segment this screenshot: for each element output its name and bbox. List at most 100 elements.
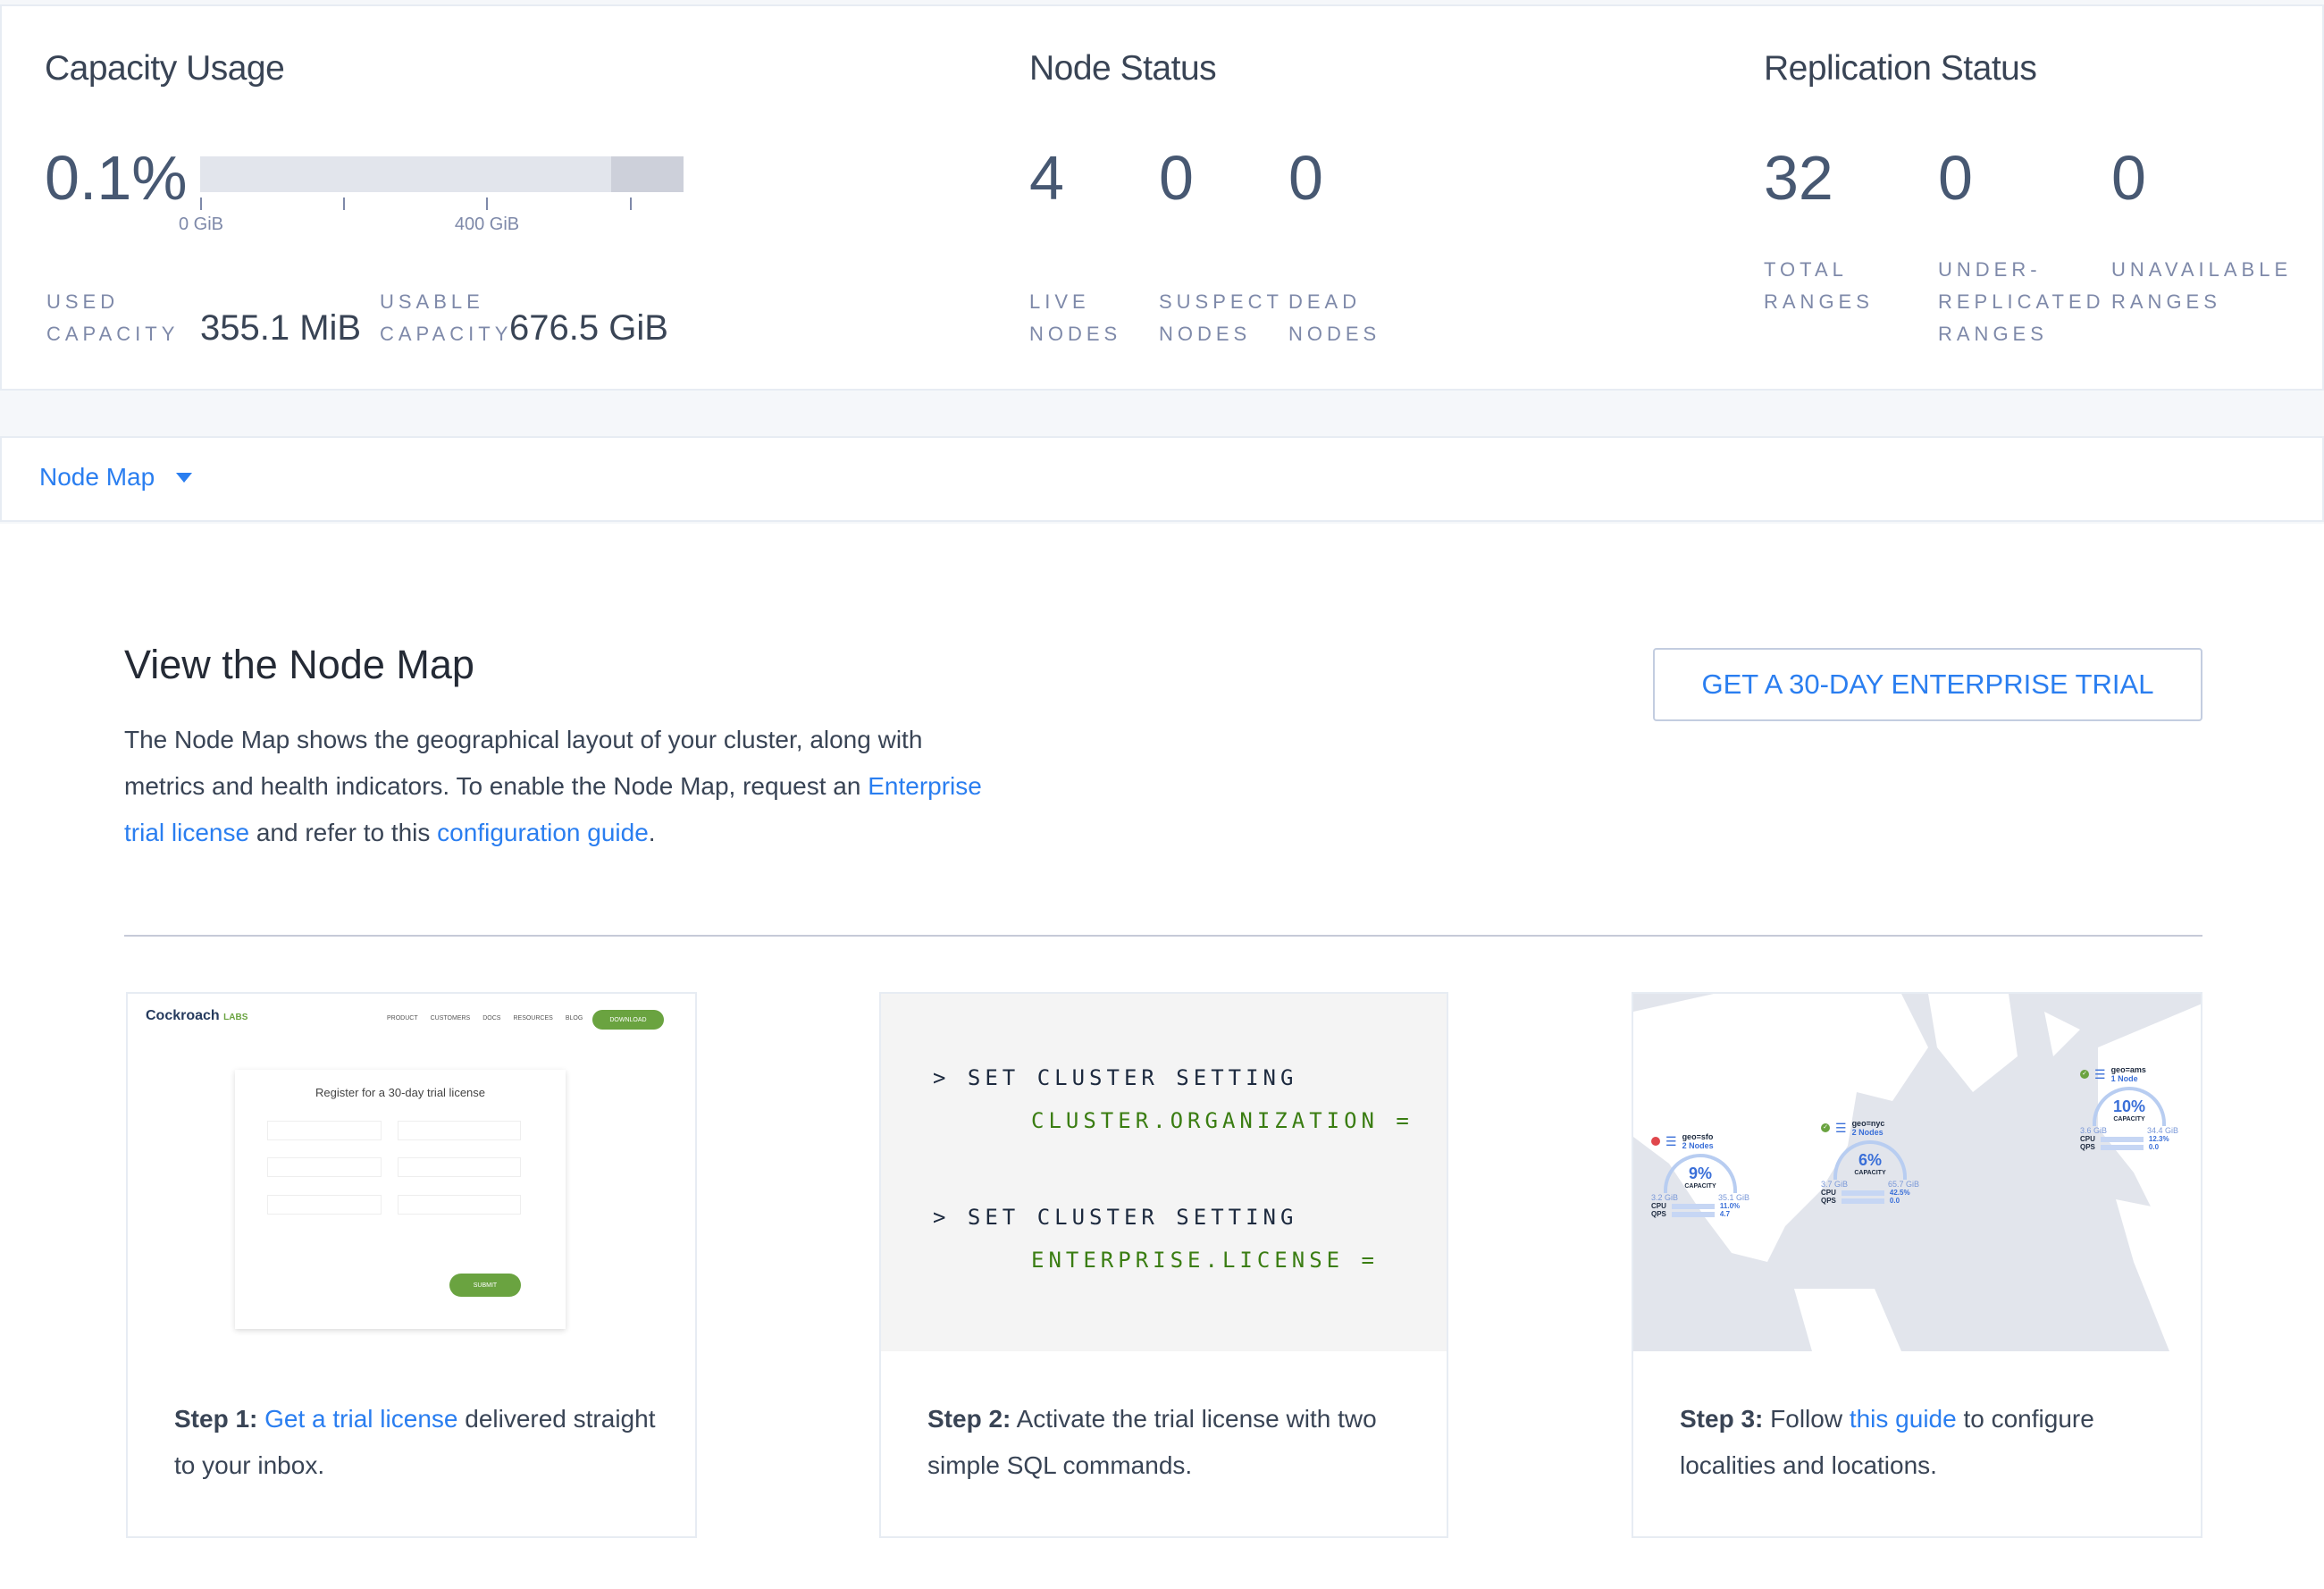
caret-down-icon <box>176 472 193 483</box>
promo-text: and refer to this <box>249 819 438 846</box>
locality-name: geo=ams <box>2110 1065 2146 1074</box>
summary-panel: Capacity Usage 0.1% 0 GiB 400 GiB USED CA… <box>0 4 2324 391</box>
cpu-sparkline <box>1841 1190 1884 1196</box>
database-icon: ☰ <box>1835 1120 1847 1135</box>
qps-sparkline <box>1841 1198 1884 1204</box>
node-count: 2 Nodes <box>1851 1128 1884 1137</box>
step-1-text: Step 1: Get a trial license delivered st… <box>174 1405 656 1479</box>
check-circle-icon: ✓ <box>1821 1123 1830 1132</box>
label-line: UNAVAILABLE <box>2111 258 2293 281</box>
locality-name: geo=nyc <box>1851 1119 1885 1128</box>
alert-badge-icon <box>1651 1137 1660 1146</box>
capacity-percent: 0.1% <box>45 143 188 213</box>
node_status-label: SUSPECT NODES <box>1159 286 1283 350</box>
node_status-label: LIVE NODES <box>1029 286 1121 350</box>
used-label: USED <box>46 290 120 313</box>
node-map-dropdown[interactable]: Node Map <box>39 463 193 492</box>
label-line: NODES <box>1288 323 1381 345</box>
form-title: Register for a 30-day trial license <box>315 1086 486 1099</box>
label-line: REPLICATED <box>1938 290 2105 313</box>
cpu-sparkline <box>1671 1204 1715 1209</box>
capacity-bar-segment <box>611 156 684 192</box>
capacity-gauge: 6% CAPACITY <box>1833 1140 1907 1180</box>
step-2-text: Step 2: Activate the trial license with … <box>927 1405 1377 1479</box>
usable-label: USABLE <box>380 290 484 313</box>
axis-tick <box>486 198 488 210</box>
locality-name: geo=sfo <box>1682 1132 1714 1141</box>
cpu-sparkline <box>2100 1137 2144 1142</box>
map-locality: ✓ ☰ geo=nyc 2 Nodes 6% CAPACITY 3.7 GiB 65.7 … <box>1821 1119 1919 1205</box>
promo-description: The Node Map shows the geographical layo… <box>124 717 982 856</box>
dashboard-selector-bar: Node Map <box>0 436 2324 522</box>
label-line: TOTAL <box>1764 258 1848 281</box>
qps-sparkline <box>1671 1212 1715 1217</box>
sql-line: > SET CLUSTER SETTING <box>933 1205 1298 1230</box>
cockroach-logo: Cockroach LABS <box>146 1008 248 1023</box>
download-button-image: DOWNLOAD <box>592 1010 664 1030</box>
used-label-2: CAPACITY <box>46 323 180 345</box>
promo-text: The Node Map shows the geographical layo… <box>124 726 923 800</box>
sql-line: CLUSTER.ORGANIZATION = <box>1031 1108 1414 1133</box>
sql-line: > SET CLUSTER SETTING <box>933 1065 1298 1090</box>
enterprise-trial-button[interactable]: GET A 30-DAY ENTERPRISE TRIAL <box>1653 648 2202 721</box>
replication-value: 0 <box>2111 143 2146 213</box>
get-trial-license-link[interactable]: Get a trial license <box>264 1405 458 1433</box>
trial-signup-screenshot: Cockroach LABS PRODUCT CUSTOMERS DOCS RESOU… <box>128 994 695 1351</box>
map-locality: ✓ ☰ geo=ams 1 Node 10% CAPACITY 3.6 GiB 34.4 … <box>2080 1065 2178 1151</box>
nav-item-image: CUSTOMERS <box>430 1015 471 1022</box>
label-line: RANGES <box>2111 290 2221 313</box>
node_status-label: DEAD NODES <box>1288 286 1380 350</box>
axis-tick <box>200 198 202 210</box>
sql-line: ENTERPRISE.LICENSE = <box>1031 1248 1379 1273</box>
replication-label: UNDER- REPLICATED RANGES <box>1938 254 2105 350</box>
capacity-gauge: 9% CAPACITY <box>1664 1154 1737 1193</box>
replication-label: UNAVAILABLE RANGES <box>2111 254 2292 318</box>
label-line: SUSPECT <box>1159 290 1283 313</box>
promo-text: . <box>648 819 656 846</box>
replication-value: 32 <box>1764 143 1833 213</box>
divider <box>124 935 2202 937</box>
sql-commands-image: > SET CLUSTER SETTING CLUSTER.ORGANIZATI… <box>881 994 1447 1351</box>
node-map-preview-image: ☰ geo=sfo 2 Nodes 9% CAPACITY 3.2 GiB 35.1 G… <box>1633 994 2201 1351</box>
label-line: UNDER- <box>1938 258 2042 281</box>
configuration-guide-link[interactable]: configuration guide <box>437 819 649 846</box>
promo-title: View the Node Map <box>124 642 474 687</box>
usable-value: 676.5 GiB <box>509 308 668 348</box>
axis-label: 400 GiB <box>454 214 520 234</box>
node_status-value: 0 <box>1159 143 1194 213</box>
submit-image: SUBMIT <box>449 1274 521 1297</box>
check-circle-icon: ✓ <box>2080 1070 2089 1079</box>
nav-item-image: RESOURCES <box>513 1015 553 1022</box>
label-line: LIVE <box>1029 290 1090 313</box>
node-count: 2 Nodes <box>1682 1141 1714 1150</box>
axis-tick <box>343 198 345 210</box>
step-card-2: > SET CLUSTER SETTING CLUSTER.ORGANIZATI… <box>879 992 1448 1538</box>
node_status-value: 0 <box>1288 143 1323 213</box>
replication-label: TOTAL RANGES <box>1764 254 1874 318</box>
label-line: DEAD <box>1288 290 1362 313</box>
capacity-title: Capacity Usage <box>45 49 285 88</box>
capacity-gauge: 10% CAPACITY <box>2093 1087 2166 1126</box>
enterprise-license-link[interactable]: Enterprise trial license <box>124 772 982 846</box>
step-card-1: Cockroach LABS PRODUCT CUSTOMERS DOCS RESOU… <box>126 992 697 1538</box>
nav-item-image: DOCS <box>482 1015 501 1022</box>
node-status-title: Node Status <box>1029 49 1217 88</box>
axis-tick <box>630 198 632 210</box>
nav-item-image: BLOG <box>565 1015 583 1022</box>
node-count: 1 Node <box>2110 1074 2138 1083</box>
usable-label-2: CAPACITY <box>380 323 513 345</box>
replication-title: Replication Status <box>1764 49 2037 88</box>
site-nav: PRODUCT CUSTOMERS DOCS RESOURCES BLOG <box>387 1015 583 1022</box>
label-line: RANGES <box>1764 290 1874 313</box>
dropdown-label: Node Map <box>39 463 155 491</box>
label-line: NODES <box>1029 323 1122 345</box>
replication-value: 0 <box>1938 143 1973 213</box>
database-icon: ☰ <box>2094 1066 2106 1081</box>
node_status-value: 4 <box>1029 143 1064 213</box>
used-value: 355.1 MiB <box>200 308 362 348</box>
this-guide-link[interactable]: this guide <box>1849 1405 1957 1433</box>
nav-item-image: PRODUCT <box>387 1015 418 1022</box>
qps-sparkline <box>2100 1145 2144 1150</box>
step-card-3: ☰ geo=sfo 2 Nodes 9% CAPACITY 3.2 GiB 35.1 G… <box>1632 992 2202 1538</box>
database-icon: ☰ <box>1665 1133 1677 1148</box>
